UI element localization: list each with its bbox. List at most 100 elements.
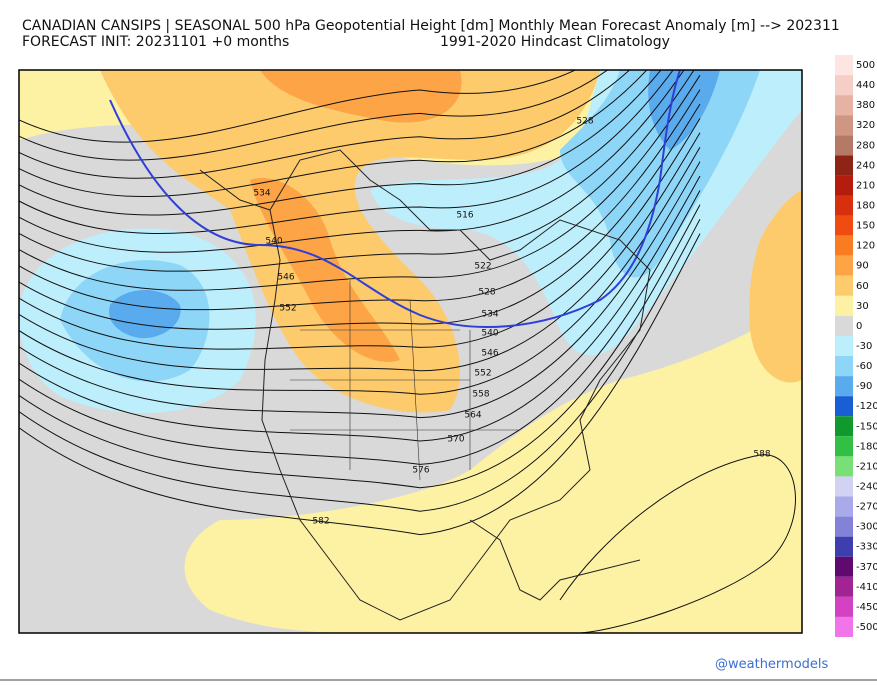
anomaly-positive <box>749 190 802 383</box>
colorbar-swatch <box>835 215 853 236</box>
colorbar-label: -120 <box>856 401 877 412</box>
title: CANADIAN CANSIPS | SEASONAL 500 hPa Geop… <box>22 18 840 34</box>
colorbar-label: -500 <box>856 622 877 633</box>
colorbar-swatch <box>835 275 853 296</box>
contour-label: 540 <box>481 329 498 339</box>
colorbar-swatch <box>835 456 853 477</box>
contour-line <box>19 74 701 291</box>
colorbar-label: 240 <box>856 160 875 171</box>
colorbar-label: -410 <box>856 582 877 593</box>
colorbar-swatch <box>835 315 853 336</box>
contour-label: 522 <box>474 262 491 272</box>
colorbar-swatch <box>835 516 853 537</box>
contour-line <box>19 103 701 330</box>
contour-label: 570 <box>447 435 464 445</box>
colorbar-label: 180 <box>856 201 875 212</box>
contour-line <box>19 118 701 350</box>
contour-line <box>19 70 662 216</box>
contour-label: 552 <box>279 304 296 314</box>
colorbar-swatch <box>835 556 853 577</box>
colorbar-label: 500 <box>856 60 875 71</box>
contour-line <box>19 190 701 465</box>
colorbar-swatch <box>835 416 853 437</box>
contour-line <box>19 70 631 179</box>
colorbar-label: 120 <box>856 241 875 252</box>
colorbar-label: -180 <box>856 441 877 452</box>
colorbar-label: 280 <box>856 140 875 151</box>
contour-line <box>19 161 701 419</box>
colorbar-swatch <box>835 496 853 517</box>
contour-line <box>559 454 796 633</box>
colorbar-label: -370 <box>856 562 877 573</box>
init: FORECAST INIT: 20231101 +0 months <box>22 34 289 50</box>
colorbar-swatch <box>835 95 853 116</box>
contour-line <box>19 146 701 395</box>
colorbar-label: -450 <box>856 602 877 613</box>
colorbar-swatch <box>835 536 853 557</box>
contour-label: 528 <box>478 288 495 298</box>
colorbar-swatch <box>835 436 853 457</box>
contour-label: 552 <box>474 369 491 379</box>
contour-line <box>19 70 577 143</box>
colorbar-label: -240 <box>856 481 877 492</box>
contour-label: 534 <box>481 310 498 320</box>
coastlines <box>199 149 651 621</box>
contour-label: 582 <box>312 517 329 527</box>
colorbar-label: 90 <box>856 261 869 272</box>
contour-line <box>19 89 701 311</box>
colorbar-swatch <box>835 175 853 196</box>
contour-label: 558 <box>472 390 489 400</box>
colorbar-swatch <box>835 376 853 397</box>
contour-line <box>19 70 695 272</box>
contour-label: 564 <box>464 411 481 421</box>
contour-label: 546 <box>277 273 294 283</box>
anomaly-positive <box>100 70 600 413</box>
colorbar-label: -30 <box>856 341 872 352</box>
contour-label: 516 <box>456 211 473 221</box>
contour-line <box>19 70 685 253</box>
colorbar-swatch <box>835 75 853 96</box>
contour-label: 534 <box>253 189 270 199</box>
contour-label: 540 <box>265 237 282 247</box>
contour-labels: 528 534 540 546 552 516 522 528 534 540 546 552 558 5… <box>253 117 770 527</box>
height-contours <box>19 70 796 633</box>
colorbar: 500 440 380 320 280 240 210 180 150 120 90 60 30 0 -30… <box>835 55 877 637</box>
contour-line <box>19 204 701 489</box>
colorbar-label: 0 <box>856 321 862 332</box>
colorbar-swatch <box>835 195 853 216</box>
contour-label: 546 <box>481 349 498 359</box>
map-frame <box>18 69 803 634</box>
colorbar-label: -210 <box>856 461 877 472</box>
colorbar-label: -270 <box>856 502 877 513</box>
colorbar-swatch <box>835 616 853 637</box>
colorbar-swatch <box>835 55 853 76</box>
colorbar-label: 210 <box>856 180 875 191</box>
colorbar-swatch <box>835 155 853 176</box>
colorbar-label: -300 <box>856 522 877 533</box>
contour-540-highlight <box>109 70 681 328</box>
colorbar-label: 320 <box>856 120 875 131</box>
contour-line <box>19 70 609 161</box>
colorbar-swatch <box>835 396 853 417</box>
map: 528 534 540 546 552 516 522 528 534 540 546 552 558 5… <box>19 70 802 633</box>
colorbar-swatch <box>835 576 853 597</box>
anomaly-positive <box>260 70 462 123</box>
colorbar-swatch <box>835 356 853 377</box>
colorbar-swatch <box>835 335 853 357</box>
contour-line <box>19 233 701 536</box>
contour-line <box>19 175 701 442</box>
watermark: @weathermodels <box>715 657 829 672</box>
colorbar-swatch <box>835 235 853 256</box>
colorbar-label: 380 <box>856 100 875 111</box>
colorbar-label: 30 <box>856 301 869 312</box>
colorbar-label: -330 <box>856 542 877 553</box>
colorbar-swatch <box>835 255 853 276</box>
climatology: 1991-2020 Hindcast Climatology <box>440 34 670 50</box>
colorbar-swatch <box>835 295 853 316</box>
colorbar-label: 60 <box>856 281 869 292</box>
anomaly-negative <box>109 290 181 339</box>
contour-line <box>19 70 674 234</box>
colorbar-swatch <box>835 596 853 617</box>
colorbar-swatch <box>835 476 853 497</box>
